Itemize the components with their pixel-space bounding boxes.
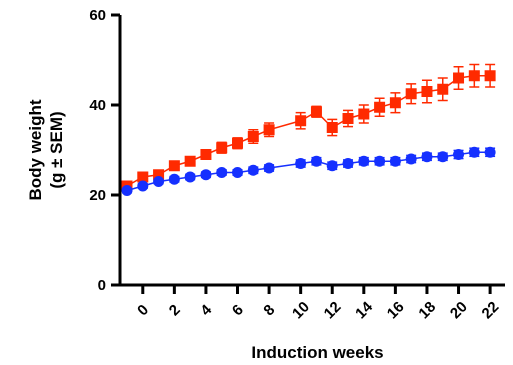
y-axis-title-line2: (g ± SEM) [47,111,66,188]
data-point [421,151,433,163]
data-point [247,164,259,176]
data-point [310,155,322,167]
data-point [421,86,433,97]
data-point [437,151,449,163]
x-tick-label: 16 [384,298,408,322]
data-point [468,146,480,158]
data-point [326,160,338,172]
data-point [453,149,465,160]
y-axis-title-line1: Body weight [26,99,45,200]
y-tick-label: 40 [89,97,106,114]
x-tick-label: 2 [166,301,184,319]
data-point [232,167,244,178]
x-tick-label: 20 [447,298,471,322]
data-point [374,155,386,167]
series-2 [121,146,496,196]
data-point [468,70,480,82]
y-tick-label: 60 [89,7,106,24]
series-layer [121,63,496,196]
data-point [184,155,196,167]
data-point [263,162,275,174]
data-point [453,72,465,84]
data-point [168,173,180,185]
data-point [137,171,149,183]
x-tick-label: 10 [289,298,313,322]
data-point [295,115,307,127]
x-tick-label: 22 [479,298,503,322]
data-point [295,158,307,169]
data-point [247,131,259,142]
x-tick-label: 0 [134,301,152,319]
data-point [310,106,322,118]
data-point [342,158,354,169]
y-tick-label: 0 [98,277,106,294]
y-tick-label: 20 [89,187,106,204]
x-tick-label: 18 [415,298,439,322]
series-1 [121,63,496,192]
series-line [126,75,491,187]
data-point [153,176,165,187]
data-point [200,149,212,160]
data-point [137,180,149,192]
data-point [263,124,275,136]
data-point [184,171,196,183]
data-point [358,108,370,120]
x-axis-title: Induction weeks [251,343,383,362]
data-point [389,155,401,167]
data-point [389,97,401,109]
data-point [358,155,370,167]
data-point [484,146,496,158]
series-line [126,151,491,192]
x-tick-label: 6 [229,301,247,319]
x-tick-label: 12 [321,298,345,322]
data-point [153,169,165,181]
data-point [484,70,496,82]
data-point [342,113,354,124]
x-tick-label: 8 [260,301,278,319]
data-point [216,167,228,178]
x-tick-label: 4 [197,301,215,319]
y-axis-title: Body weight (g ± SEM) [26,99,66,200]
data-point [200,169,212,181]
data-point [168,160,180,172]
data-point [232,137,244,149]
data-point [437,83,449,95]
data-point [216,142,228,154]
data-point [121,185,133,196]
data-point [405,88,417,100]
x-tick-label: 14 [352,298,376,322]
data-point [405,153,417,165]
axes [118,15,505,287]
data-point [374,101,386,113]
data-point [326,122,338,133]
